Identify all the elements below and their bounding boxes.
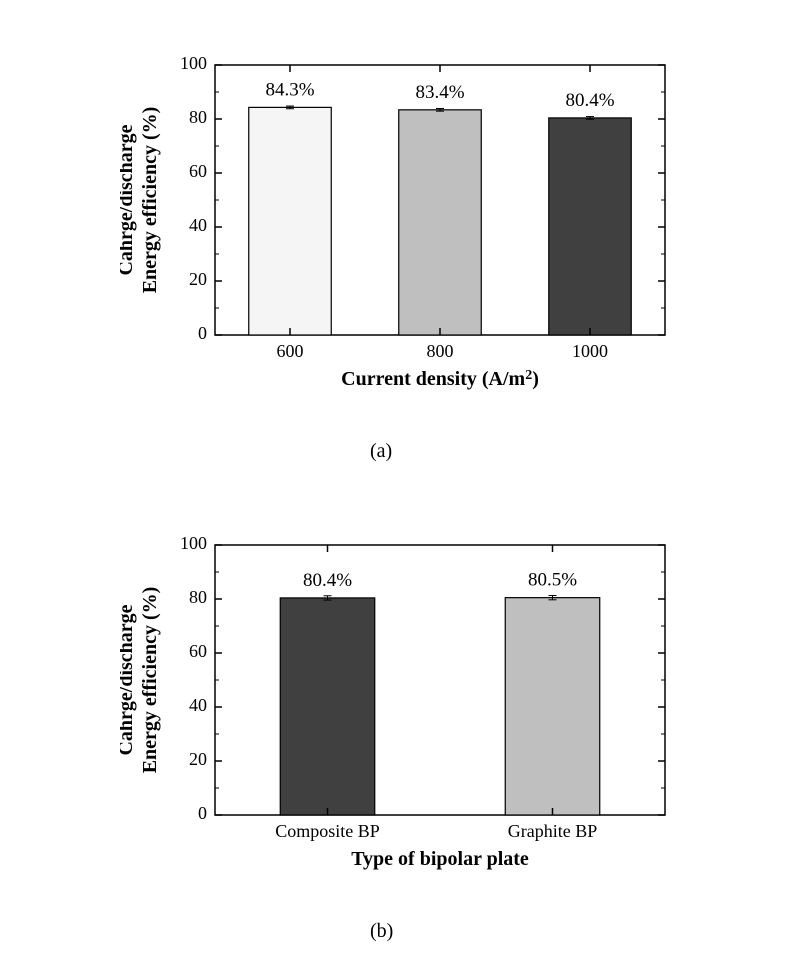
x-tick-label: Graphite BP xyxy=(508,821,598,841)
panel-caption-b: (b) xyxy=(370,920,393,943)
bar xyxy=(505,598,600,815)
bar-value-label: 83.4% xyxy=(415,82,464,103)
bar xyxy=(549,118,632,335)
bar-value-label: 84.3% xyxy=(265,79,314,100)
x-tick-label: Composite BP xyxy=(275,821,380,841)
y-tick-label: 0 xyxy=(198,323,207,343)
x-tick-label: 1000 xyxy=(572,341,608,361)
y-tick-label: 100 xyxy=(180,53,207,73)
y-tick-label: 20 xyxy=(189,749,207,769)
bar-value-label: 80.5% xyxy=(528,570,577,591)
bar-value-label: 80.4% xyxy=(303,570,352,591)
x-axis-label: Type of bipolar plate xyxy=(351,848,529,870)
chart-panel-b: 0 20 40 60 80 100 80.4% Composite BP 80.5% Graphi… xyxy=(120,510,680,890)
chart-svg-b: 0 20 40 60 80 100 80.4% Composite BP 80.5% Graphi… xyxy=(120,510,680,890)
y-tick-label: 80 xyxy=(189,587,207,607)
y-axis-label-line1: Cahrge/discharge xyxy=(120,124,137,275)
x-axis-label: Current density (A/m2) xyxy=(341,368,539,390)
x-tick-label: 800 xyxy=(427,341,454,361)
panel-caption-a: (a) xyxy=(370,440,392,463)
bar-value-label: 80.4% xyxy=(565,90,614,111)
y-tick-label: 60 xyxy=(189,641,207,661)
y-tick-label: 80 xyxy=(189,107,207,127)
y-tick-label: 100 xyxy=(180,533,207,553)
chart-svg-a: 0 20 40 60 80 100 84.3% 600 83.4% 800 80.4% 1000 Cur… xyxy=(120,30,680,410)
y-tick-label: 20 xyxy=(189,269,207,289)
bar xyxy=(249,107,332,335)
chart-panel-a: 0 20 40 60 80 100 84.3% 600 83.4% 800 80.4% 1000 Cur… xyxy=(120,30,680,410)
y-tick-label: 40 xyxy=(189,215,207,235)
y-axis-label-line2: Energy efficiency (%) xyxy=(139,587,161,774)
y-axis-label-line1: Cahrge/discharge xyxy=(120,604,137,755)
y-axis-label-line2: Energy efficiency (%) xyxy=(139,107,161,294)
bar xyxy=(280,598,375,815)
y-tick-label: 0 xyxy=(198,803,207,823)
figure-page: 02040608010084.3%60083.4%80080.4%1000Cur… xyxy=(0,0,789,963)
y-tick-label: 60 xyxy=(189,161,207,181)
y-tick-label: 40 xyxy=(189,695,207,715)
bar xyxy=(399,110,482,335)
x-tick-label: 600 xyxy=(277,341,304,361)
